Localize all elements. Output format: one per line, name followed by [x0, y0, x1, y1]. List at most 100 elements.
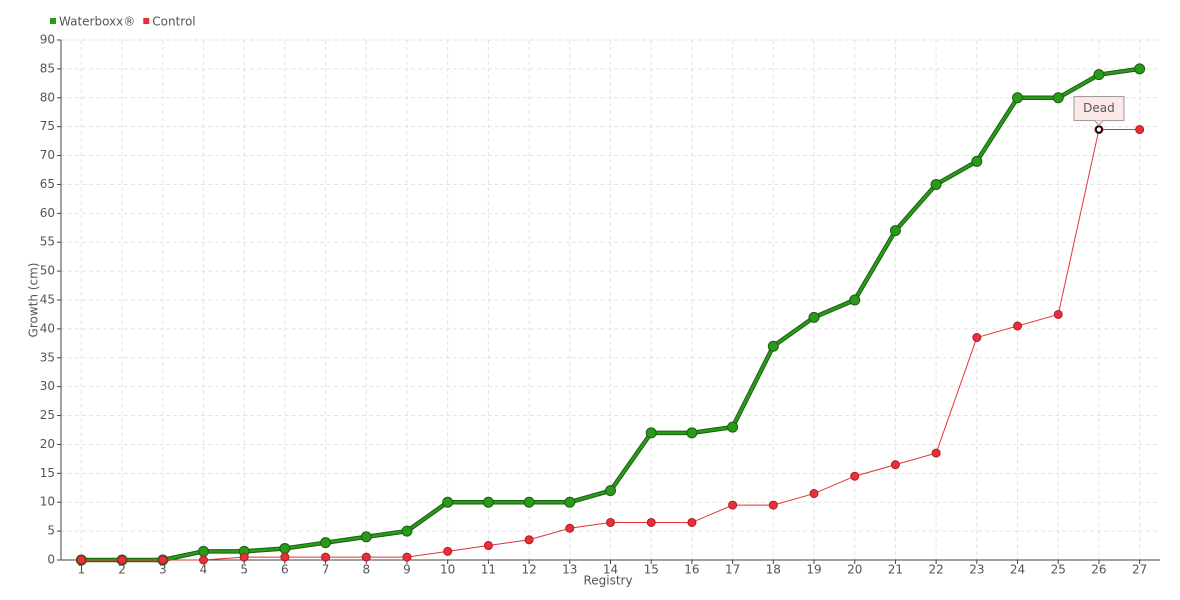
legend-label: Waterboxx®	[59, 15, 135, 29]
data-point	[890, 460, 900, 470]
data-point	[443, 546, 453, 556]
data-point	[687, 517, 697, 527]
annotation-point	[1095, 125, 1103, 134]
x-tick-label: 5	[240, 563, 248, 577]
y-tick-label: 5	[47, 524, 55, 538]
annotation: Dead	[1073, 96, 1125, 127]
data-point	[972, 333, 982, 343]
data-point	[1135, 125, 1145, 135]
data-point	[482, 496, 494, 508]
data-point	[809, 489, 819, 499]
x-tick-label: 6	[281, 563, 289, 577]
data-point	[158, 555, 168, 565]
x-tick-label: 1	[78, 563, 86, 577]
x-tick-label: 26	[1091, 563, 1106, 577]
data-point	[808, 311, 820, 323]
data-point	[76, 555, 86, 565]
y-tick-label: 45	[40, 293, 55, 307]
data-point	[1052, 92, 1064, 104]
y-axis-label: Growth (cm)	[27, 263, 41, 338]
legend-swatch	[50, 18, 56, 24]
data-point	[1093, 69, 1105, 81]
data-point	[645, 427, 657, 439]
x-tick-label: 7	[322, 563, 330, 577]
data-point	[320, 537, 332, 549]
data-point	[361, 552, 371, 562]
x-tick-label: 3	[159, 563, 167, 577]
data-point	[198, 555, 208, 565]
data-point	[686, 427, 698, 439]
data-point	[565, 523, 575, 533]
y-tick-label: 65	[40, 177, 55, 191]
data-point	[768, 500, 778, 510]
data-point	[849, 294, 861, 306]
data-point	[1013, 321, 1023, 331]
y-tick-label: 0	[47, 553, 55, 567]
annotation-text: Dead	[1083, 101, 1115, 115]
x-tick-label: 22	[928, 563, 943, 577]
y-tick-label: 80	[40, 90, 55, 104]
x-tick-label: 18	[766, 563, 781, 577]
y-tick-label: 15	[40, 466, 55, 480]
data-point	[1012, 92, 1024, 104]
data-point	[360, 531, 372, 543]
data-point	[850, 471, 860, 481]
x-tick-label: 16	[684, 563, 699, 577]
data-point	[401, 525, 413, 537]
x-tick-label: 13	[562, 563, 577, 577]
x-tick-label: 8	[362, 563, 370, 577]
x-tick-label: 12	[521, 563, 536, 577]
x-tick-label: 23	[969, 563, 984, 577]
x-tick-label: 10	[440, 563, 455, 577]
data-point	[727, 421, 739, 433]
data-point	[280, 552, 290, 562]
data-point	[606, 517, 615, 527]
x-tick-label: 14	[603, 563, 618, 577]
y-tick-label: 70	[40, 148, 55, 162]
annotation-pointer	[1094, 120, 1104, 127]
y-tick-label: 20	[40, 437, 55, 451]
data-point	[483, 541, 493, 551]
y-tick-label: 30	[40, 379, 55, 393]
data-point	[767, 340, 779, 352]
x-axis-label: Registry	[583, 574, 632, 588]
data-point	[279, 542, 291, 554]
data-point	[402, 552, 412, 562]
x-tick-label: 11	[481, 563, 496, 577]
annotation-box	[1073, 96, 1125, 122]
data-point	[117, 555, 127, 565]
x-tick-label: 9	[403, 563, 411, 577]
y-tick-label: 25	[40, 408, 55, 422]
data-point	[239, 552, 249, 562]
data-point	[605, 485, 616, 497]
data-point	[930, 178, 942, 190]
y-tick-label: 40	[40, 321, 55, 335]
y-tick-label: 90	[40, 33, 55, 47]
data-point	[971, 155, 983, 167]
data-point	[321, 552, 331, 562]
y-tick-label: 50	[40, 264, 55, 278]
data-point	[523, 496, 535, 508]
x-tick-label: 4	[200, 563, 208, 577]
x-tick-label: 2	[118, 563, 126, 577]
data-point	[728, 500, 738, 510]
y-tick-label: 60	[40, 206, 55, 220]
x-tick-label: 27	[1132, 563, 1147, 577]
x-tick-label: 25	[1051, 563, 1066, 577]
data-point	[524, 535, 534, 545]
data-point	[197, 545, 209, 557]
data-point	[646, 517, 656, 527]
data-point	[1134, 63, 1146, 75]
y-tick-label: 35	[40, 350, 55, 364]
data-point	[931, 448, 941, 458]
x-tick-label: 20	[847, 563, 862, 577]
x-tick-label: 21	[888, 563, 903, 577]
legend-label: Control	[152, 15, 195, 29]
data-point	[442, 496, 454, 508]
x-tick-label: 19	[806, 563, 821, 577]
x-tick-label: 24	[1010, 563, 1025, 577]
legend-swatch	[143, 18, 150, 24]
y-tick-label: 85	[40, 61, 55, 75]
